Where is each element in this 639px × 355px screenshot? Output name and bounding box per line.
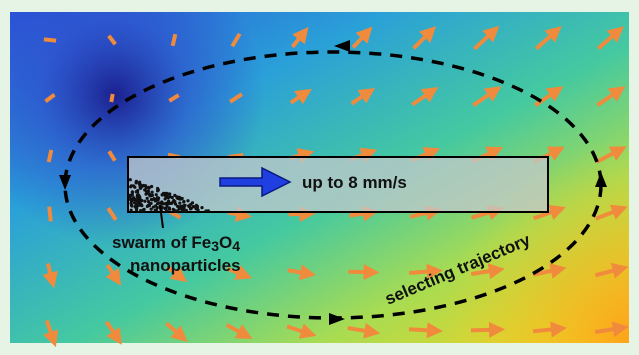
particle [146,197,149,200]
particle [168,206,171,209]
particle [194,207,197,210]
particle [166,195,169,198]
particle [185,209,188,212]
particle [130,209,133,212]
field-vector [348,272,371,273]
particle [146,205,149,208]
field-vector [409,329,435,330]
particle [166,192,169,195]
particle [130,204,133,207]
particle [139,209,142,212]
particle [179,197,182,200]
particle [200,206,203,209]
swarm-label: swarm of Fe3O4 [112,233,240,254]
particle [190,207,193,210]
field-vector [49,207,50,222]
particle [170,202,173,205]
field-vector [44,39,56,40]
swarm-label: nanoparticles [130,256,241,275]
field-vector [173,34,176,46]
field-vector [49,150,52,162]
particle [154,199,157,202]
particle [136,189,139,192]
particle [161,193,164,196]
particle [160,201,163,204]
particle [143,200,146,203]
particle [132,184,135,187]
particle [182,200,185,203]
particle [207,209,210,212]
particle [129,178,132,181]
particle [157,188,160,191]
particle [148,186,151,189]
particle [131,191,134,194]
particle [179,205,182,208]
particle [152,205,155,208]
particle [173,200,176,203]
field-vector [533,329,559,332]
particle [151,191,154,194]
particle [186,199,189,202]
particle [157,196,160,199]
particle [156,206,159,209]
particle [165,209,168,212]
figure: up to 8 mm/s swarm of Fe3O4 nanoparticle… [0,0,639,355]
particle [183,206,186,209]
particle [136,194,139,197]
particle [138,204,141,207]
field-vector [471,330,497,331]
particle [178,201,181,204]
particle [157,201,160,204]
particle [139,187,142,190]
particle [148,194,151,197]
particle [155,193,158,196]
field-vector [111,94,113,102]
particle [176,209,179,212]
particle [138,199,141,202]
particle [134,205,137,208]
particle [133,201,136,204]
particle [187,204,190,207]
particle [144,184,147,187]
particle [139,183,142,186]
speed-label: up to 8 mm/s [302,173,407,192]
particle [182,209,185,212]
particle [135,181,138,184]
particle [172,208,175,211]
particle [166,201,169,204]
particle [145,190,148,193]
